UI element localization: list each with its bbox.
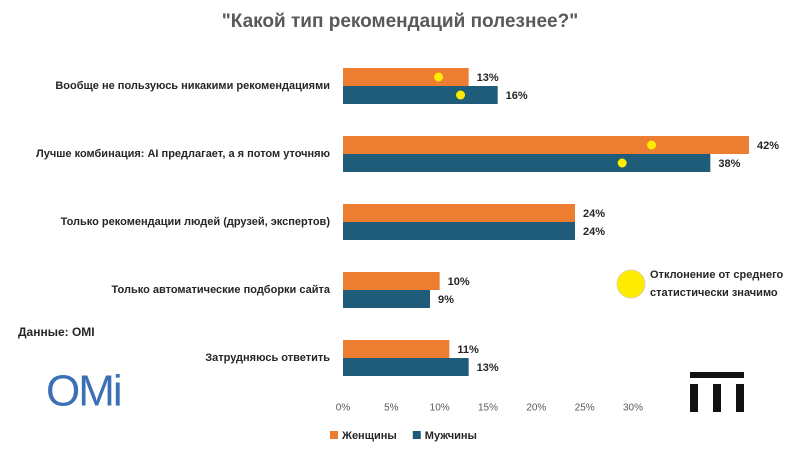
value-label: 9% (438, 294, 454, 306)
value-label: 16% (506, 90, 528, 102)
significance-marker (434, 72, 444, 82)
value-label: 42% (757, 140, 779, 152)
bar (343, 154, 711, 172)
brand-mark (690, 372, 744, 412)
bar (343, 358, 469, 376)
value-label: 13% (477, 362, 499, 374)
x-tick-label: 20% (526, 403, 546, 414)
legend-label: Женщины (341, 430, 397, 442)
bar (343, 136, 749, 154)
value-label: 11% (457, 344, 479, 356)
x-tick-label: 25% (575, 403, 595, 414)
bar (343, 340, 450, 358)
legend-swatch (412, 431, 421, 439)
value-label: 24% (583, 208, 605, 220)
significance-legend-marker (616, 269, 646, 299)
bar (343, 204, 575, 222)
category-label: Затрудняюсь ответить (205, 352, 330, 364)
value-label: 38% (718, 158, 740, 170)
x-tick-label: 30% (623, 403, 643, 414)
significance-note: Отклонение от среднего (650, 269, 784, 281)
significance-marker (456, 90, 466, 100)
bar (343, 290, 430, 308)
significance-note: статистически значимо (650, 287, 778, 299)
category-label: Вообще не пользуюсь никакими рекомендаци… (55, 80, 330, 92)
x-tick-label: 5% (384, 403, 399, 414)
bar (343, 272, 440, 290)
value-label: 10% (448, 276, 470, 288)
x-tick-label: 10% (430, 403, 450, 414)
x-tick-label: 0% (336, 403, 351, 414)
category-label: Только автоматические подборки сайта (112, 284, 331, 296)
value-label: 13% (477, 72, 499, 84)
bar (343, 86, 498, 104)
category-label: Лучше комбинация: AI предлагает, а я пот… (36, 148, 330, 160)
bar (343, 68, 469, 86)
bar (343, 222, 575, 240)
x-tick-label: 15% (478, 403, 498, 414)
significance-marker (647, 140, 657, 150)
legend-label: Мужчины (425, 430, 477, 442)
legend-swatch (330, 431, 338, 439)
chart-title: "Какой тип рекомендаций полезнее?" (222, 11, 578, 32)
significance-marker (617, 158, 627, 168)
logo: OMi (46, 367, 121, 416)
category-label: Только рекомендации людей (друзей, экспе… (61, 216, 331, 228)
source-note: Данные: OMI (18, 325, 95, 339)
value-label: 24% (583, 226, 605, 238)
